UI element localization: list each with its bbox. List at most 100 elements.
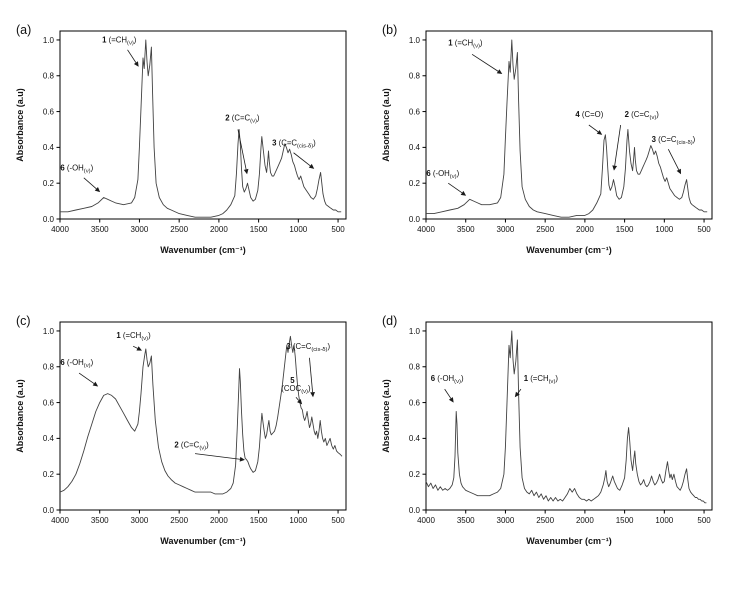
- annotation-arrowhead: [310, 392, 315, 398]
- panel-letter: (c): [16, 314, 31, 328]
- annotation-arrow: [83, 177, 97, 189]
- y-axis-title: Absorbance (a.u): [381, 88, 391, 162]
- plot-area: 4000 3500 3000 2500 2000 1500 1000 500 0.0 0.2 0.4…: [409, 30, 713, 234]
- x-tick-label: 2500: [536, 516, 554, 525]
- annotation-arrow: [237, 129, 247, 170]
- panel-d: (d) Wavenumber (cm⁻¹) Absorbance (a.u) 4…: [376, 310, 722, 572]
- annotation-arrowhead: [243, 168, 249, 174]
- y-axis-title: Absorbance (a.u): [15, 88, 25, 162]
- annotation-label: 6 (-OH(ν)): [426, 169, 459, 180]
- axes-frame: [425, 30, 713, 220]
- y-axis-title: Absorbance (a.u): [15, 379, 25, 453]
- annotation-label: 3 (C=C(cis-δ)): [286, 342, 330, 353]
- annotation-arrowhead: [460, 190, 467, 196]
- x-axis-title: Wavenumber (cm⁻¹): [526, 536, 611, 546]
- y-tick-label: 0.8: [409, 71, 421, 80]
- annotation-arrowhead: [676, 168, 682, 174]
- annotation-label: 3 (C=C(cis-δ)): [272, 138, 316, 149]
- x-tick-label: 3500: [457, 225, 475, 234]
- annotation-label: 1 (=CH(ν)): [524, 374, 559, 385]
- annotation-arrowhead: [514, 392, 520, 398]
- y-tick-label: 0.6: [409, 107, 421, 116]
- y-tick-label: 0.0: [409, 506, 421, 515]
- x-tick-label: 4000: [51, 225, 69, 234]
- axes-frame: [425, 321, 713, 511]
- x-tick-label: 2500: [536, 225, 554, 234]
- annotation-arrowhead: [308, 163, 315, 169]
- annotation-arrow: [448, 182, 463, 193]
- x-tick-label: 1000: [655, 225, 673, 234]
- y-tick-label: 0.8: [43, 363, 55, 372]
- x-tick-label: 4000: [417, 225, 435, 234]
- annotation-arrowhead: [612, 165, 618, 171]
- x-tick-label: 1000: [289, 225, 307, 234]
- annotation-arrowhead: [239, 457, 245, 462]
- axes-frame: [59, 30, 347, 220]
- annotation-arrowhead: [297, 399, 303, 405]
- annotation-arrow: [195, 453, 241, 460]
- spectrum-line: [60, 39, 342, 218]
- panel-c: (c) Wavenumber (cm⁻¹) Absorbance (a.u) 4…: [10, 310, 356, 572]
- x-tick-label: 4000: [51, 516, 69, 525]
- spectrum-line: [59, 336, 343, 495]
- annotation-arrow: [127, 49, 137, 63]
- x-tick-label: 1500: [250, 516, 268, 525]
- y-tick-label: 0.8: [409, 363, 421, 372]
- annotation-label: 2 (C=C(ν)): [625, 110, 660, 121]
- annotation-arrow: [517, 389, 522, 394]
- y-tick-label: 0.0: [43, 215, 55, 224]
- x-tick-label: 3000: [497, 516, 515, 525]
- annotation-label: 3 (C=C(cis-δ)): [652, 135, 696, 146]
- y-tick-label: 1.0: [43, 36, 55, 45]
- x-axis-title: Wavenumber (cm⁻¹): [160, 245, 245, 255]
- spectrum-line: [426, 39, 708, 218]
- x-tick-label: 1000: [655, 516, 673, 525]
- axes-frame: [59, 321, 347, 511]
- y-axis-title: Absorbance (a.u): [381, 379, 391, 453]
- x-tick-label: 500: [331, 225, 345, 234]
- plot-area: 4000 3500 3000 2500 2000 1500 1000 500 0.0 0.2 0.4…: [43, 30, 347, 234]
- y-tick-label: 0.4: [43, 143, 55, 152]
- x-axis-title: Wavenumber (cm⁻¹): [526, 245, 611, 255]
- y-tick-label: 0.4: [43, 434, 55, 443]
- annotation-arrowhead: [133, 61, 139, 67]
- x-tick-label: 2000: [210, 225, 228, 234]
- y-tick-label: 1.0: [43, 327, 55, 336]
- spectrum-chart-b: (b) Wavenumber (cm⁻¹) Absorbance (a.u) 4…: [381, 23, 713, 255]
- annotation-label: 5: [290, 376, 295, 385]
- annotation-label: (COC(ν)): [281, 384, 311, 395]
- x-tick-label: 3500: [91, 516, 109, 525]
- panel-b: (b) Wavenumber (cm⁻¹) Absorbance (a.u) 4…: [376, 19, 722, 281]
- annotation-arrowhead: [136, 346, 142, 351]
- x-tick-label: 3000: [131, 516, 149, 525]
- y-tick-label: 0.8: [43, 71, 55, 80]
- annotation-label: 6 (-OH(ν)): [60, 163, 93, 174]
- x-tick-label: 3500: [457, 516, 475, 525]
- annotation-arrow: [614, 124, 622, 166]
- y-tick-label: 0.4: [409, 143, 421, 152]
- y-tick-label: 0.0: [43, 506, 55, 515]
- x-tick-label: 2500: [170, 516, 188, 525]
- annotation-arrow: [293, 152, 311, 166]
- annotation-arrow: [444, 389, 452, 399]
- annotation-arrow: [295, 397, 300, 402]
- x-tick-label: 2000: [576, 225, 594, 234]
- annotation-arrow: [309, 358, 313, 393]
- y-tick-label: 0.4: [409, 434, 421, 443]
- spectrum-chart-a: (a) Wavenumber (cm⁻¹) Absorbance (a.u) 4…: [15, 23, 347, 255]
- annotation-arrow: [471, 53, 499, 72]
- y-tick-label: 1.0: [409, 327, 421, 336]
- panel-letter: (a): [16, 23, 31, 37]
- plot-area: 4000 3500 3000 2500 2000 1500 1000 500 0.0 0.2 0.4…: [409, 321, 713, 525]
- panel-letter: (b): [382, 23, 397, 37]
- x-axis-title: Wavenumber (cm⁻¹): [160, 536, 245, 546]
- x-tick-label: 3000: [497, 225, 515, 234]
- y-tick-label: 0.2: [409, 179, 421, 188]
- x-tick-label: 3500: [91, 225, 109, 234]
- x-tick-label: 2000: [576, 516, 594, 525]
- annotation-arrowhead: [496, 68, 503, 74]
- y-tick-label: 0.6: [43, 107, 55, 116]
- y-tick-label: 0.6: [409, 399, 421, 408]
- annotation-label: 6 (-OH(ν)): [431, 374, 464, 385]
